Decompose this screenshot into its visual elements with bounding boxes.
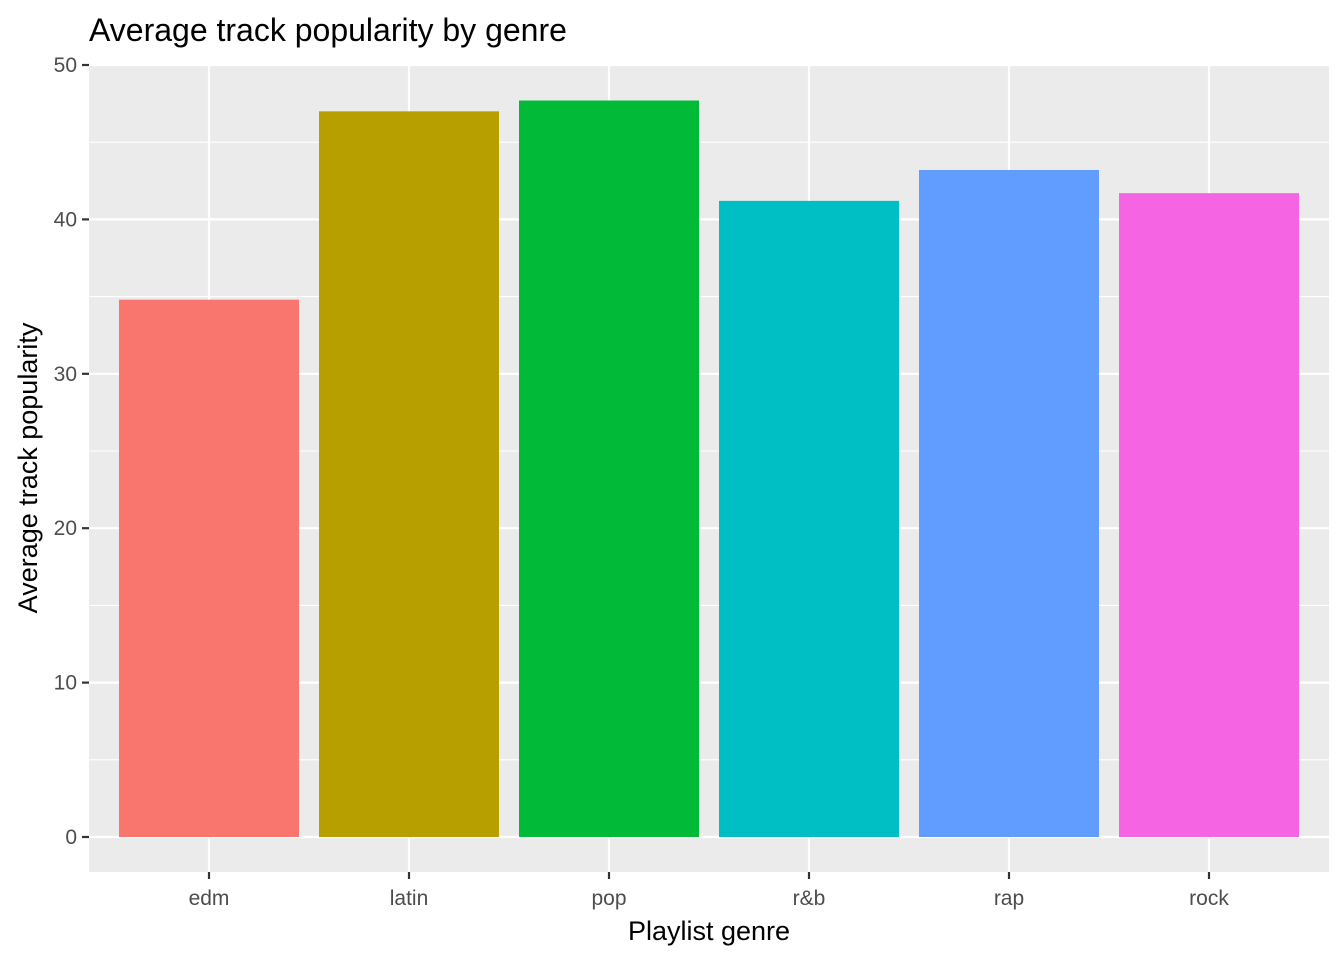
- x-tick-label: r&b: [793, 887, 826, 910]
- bar-edm: [119, 299, 299, 837]
- y-tick-label: 50: [54, 54, 77, 77]
- bar-pop: [519, 100, 699, 837]
- x-axis: edm latin pop r&b rap rock: [189, 872, 1229, 910]
- chart-title: Average track popularity by genre: [89, 12, 567, 48]
- bar-rock: [1119, 193, 1299, 838]
- x-axis-title: Playlist genre: [628, 916, 790, 946]
- x-tick-label: rap: [994, 887, 1024, 910]
- bar-rap: [919, 169, 1099, 837]
- bars: [119, 100, 1299, 838]
- y-tick-label: 10: [54, 672, 77, 695]
- bar-rb: [719, 200, 899, 837]
- x-tick-label: pop: [591, 887, 626, 910]
- y-tick-label: 20: [54, 517, 77, 540]
- y-tick-label: 40: [54, 208, 77, 231]
- y-tick-label: 0: [65, 826, 77, 849]
- y-axis: 0 10 20 30 40 50: [54, 54, 89, 849]
- bar-latin: [319, 111, 499, 837]
- y-axis-title: Average track popularity: [13, 322, 43, 613]
- y-tick-label: 30: [54, 363, 77, 386]
- x-tick-label: edm: [189, 887, 230, 910]
- x-tick-label: rock: [1189, 887, 1229, 910]
- x-tick-label: latin: [390, 887, 429, 910]
